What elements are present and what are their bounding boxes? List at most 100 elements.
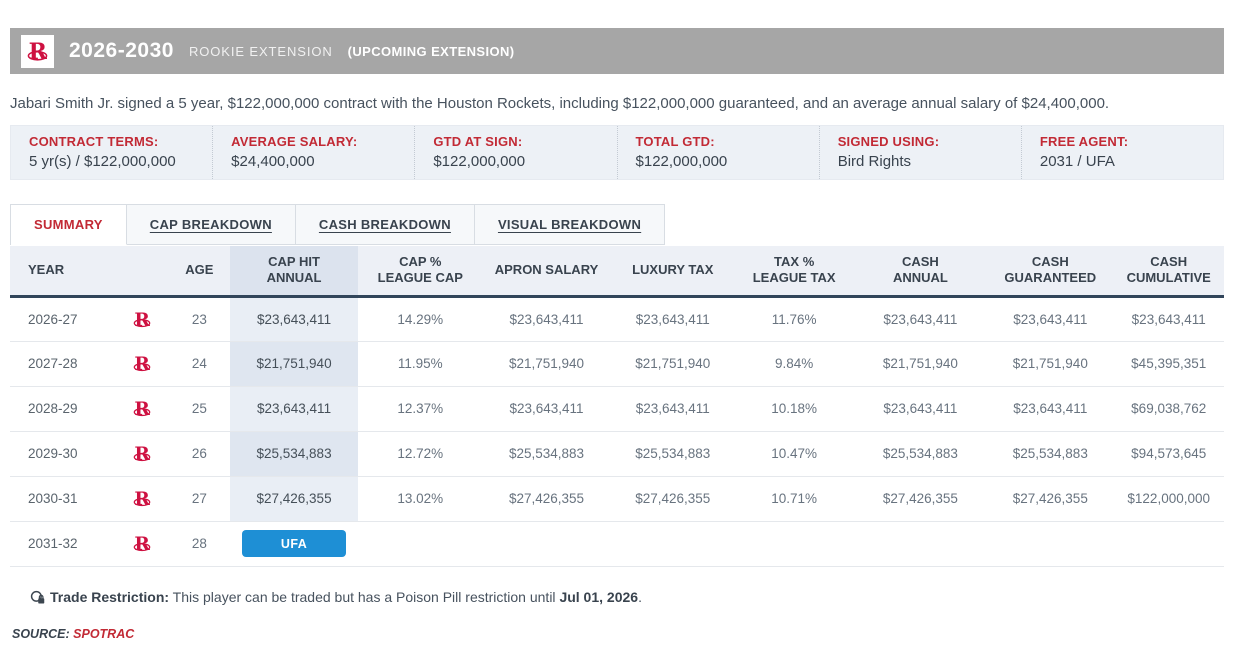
- term-free-agent: FREE AGENT: 2031 / UFA: [1020, 126, 1223, 179]
- luxury-tax-cell: $25,534,883: [610, 431, 735, 477]
- rockets-logo-icon[interactable]: [133, 443, 151, 464]
- luxury-tax-cell: $23,643,411: [610, 296, 735, 342]
- cash-cumulative-cell: $94,573,645: [1113, 431, 1224, 477]
- cap-pct-cell: 13.02%: [358, 476, 483, 522]
- ufa-button[interactable]: UFA: [242, 530, 347, 557]
- table-row: 2027-28 24 $21,751,940 11.95% $21,751,94…: [10, 341, 1224, 387]
- trade-restriction-note: Trade Restriction: This player can be tr…: [30, 589, 1224, 605]
- rockets-logo-icon[interactable]: [133, 533, 151, 554]
- cap-hit-value: $27,426,355: [256, 491, 332, 506]
- apron-salary-cell: $27,426,355: [482, 476, 611, 522]
- cap-hit-value: $23,643,411: [257, 401, 332, 416]
- contract-summary-sentence: Jabari Smith Jr. signed a 5 year, $122,0…: [10, 95, 1110, 112]
- cash-guaranteed-cell: $27,426,355: [987, 476, 1114, 522]
- cash-cumulative-cell: $23,643,411: [1113, 296, 1224, 342]
- age-cell: 25: [169, 386, 230, 432]
- contract-title-bar: 2026-2030 ROOKIE EXTENSION (UPCOMING EXT…: [10, 28, 1224, 74]
- team-cell: [114, 341, 170, 387]
- rockets-logo-icon[interactable]: [133, 309, 151, 330]
- tab-cash-breakdown[interactable]: CASH BREAKDOWN: [295, 205, 475, 245]
- cash-annual-cell: $21,751,940: [853, 341, 988, 387]
- tab-visual-breakdown[interactable]: VISUAL BREAKDOWN: [474, 205, 665, 245]
- age-cell: 26: [169, 431, 230, 477]
- column-header-tax_pct: TAX % LEAGUE TAX: [734, 246, 854, 298]
- breakdown-tabs: SUMMARY CAP BREAKDOWN CASH BREAKDOWN VISUAL…: [10, 204, 666, 245]
- apron-salary-cell: $23,643,411: [482, 386, 611, 432]
- tax-pct-cell: 9.84%: [734, 341, 854, 387]
- column-header-year: YEAR: [10, 246, 115, 298]
- cash-cumulative-cell: [1113, 521, 1224, 567]
- trade-restriction-period: .: [638, 588, 642, 605]
- term-average-salary: AVERAGE SALARY: $24,400,000: [212, 126, 414, 179]
- cap-pct-cell: 14.29%: [358, 296, 483, 342]
- cap-pct-cell: 12.72%: [358, 431, 483, 477]
- team-cell: [114, 521, 170, 567]
- cap-hit-value: $21,751,940: [256, 356, 332, 371]
- source-link[interactable]: SPOTRAC: [73, 626, 135, 641]
- cash-guaranteed-cell: $23,643,411: [987, 296, 1114, 342]
- table-header: YEAR AGE CAP HIT ANNUAL CAP % LEAGUE CAP APR…: [10, 246, 1224, 298]
- cap-hit-value: $25,534,883: [256, 446, 332, 461]
- cash-guaranteed-cell: $23,643,411: [987, 386, 1114, 432]
- year-cell: 2029-30: [10, 431, 115, 477]
- term-value: 2031 / UFA: [1039, 153, 1115, 170]
- column-header-luxury: LUXURY TAX: [610, 246, 735, 298]
- tab-label: CASH BREAKDOWN: [318, 217, 451, 232]
- team-cell: [114, 476, 170, 522]
- apron-salary-cell: $21,751,940: [482, 341, 611, 387]
- rockets-logo-icon[interactable]: [133, 398, 151, 419]
- trade-restriction-text: This player can be traded but has a Pois…: [169, 588, 560, 605]
- team-logo-box: [21, 34, 54, 68]
- cap-hit-cell: $27,426,355: [229, 476, 359, 522]
- table-row: 2030-31 27 $27,426,355 13.02% $27,426,35…: [10, 476, 1224, 522]
- team-cell: [114, 386, 170, 432]
- year-cell: 2027-28: [10, 341, 115, 387]
- rockets-logo-icon[interactable]: [133, 488, 151, 509]
- term-label: FREE AGENT:: [1039, 134, 1129, 149]
- year-cell: 2026-27: [10, 296, 115, 342]
- cash-annual-cell: $27,426,355: [853, 476, 988, 522]
- cap-pct-cell: [358, 521, 483, 567]
- age-cell: 27: [169, 476, 230, 522]
- apron-salary-cell: [482, 521, 611, 567]
- column-header-cap_pct: CAP % LEAGUE CAP: [358, 246, 483, 298]
- tax-pct-cell: 10.47%: [734, 431, 854, 477]
- cap-hit-cell: $25,534,883: [229, 431, 359, 477]
- age-cell: 24: [169, 341, 230, 387]
- luxury-tax-cell: $23,643,411: [610, 386, 735, 432]
- cash-cumulative-cell: $69,038,762: [1113, 386, 1224, 432]
- source-line: SOURCE: SPOTRAC: [12, 627, 1224, 641]
- contract-status-tag: (UPCOMING EXTENSION): [347, 43, 515, 59]
- tab-label: CAP BREAKDOWN: [149, 217, 272, 232]
- cash-cumulative-cell: $122,000,000: [1113, 476, 1224, 522]
- cash-annual-cell: $23,643,411: [853, 386, 988, 432]
- tab-summary[interactable]: SUMMARY: [11, 205, 127, 245]
- contract-page: 2026-2030 ROOKIE EXTENSION (UPCOMING EXT…: [10, 28, 1224, 641]
- term-label: SIGNED USING:: [837, 134, 940, 149]
- cash-annual-cell: [853, 521, 988, 567]
- source-label: SOURCE:: [12, 626, 70, 641]
- term-label: CONTRACT TERMS:: [29, 134, 159, 149]
- term-value: $122,000,000: [635, 153, 728, 170]
- term-label: AVERAGE SALARY:: [231, 134, 358, 149]
- luxury-tax-cell: $27,426,355: [610, 476, 735, 522]
- term-label: TOTAL GTD:: [635, 134, 715, 149]
- year-cell: 2030-31: [10, 476, 115, 522]
- tax-pct-cell: [734, 521, 854, 567]
- tab-label: VISUAL BREAKDOWN: [497, 217, 642, 232]
- rockets-logo-icon[interactable]: [133, 353, 151, 374]
- apron-salary-cell: $23,643,411: [482, 296, 611, 342]
- tax-pct-cell: 10.18%: [734, 386, 854, 432]
- tab-cap-breakdown[interactable]: CAP BREAKDOWN: [126, 205, 296, 245]
- trade-restriction-date: Jul 01, 2026: [559, 588, 639, 605]
- year-cell: 2028-29: [10, 386, 115, 432]
- cap-pct-cell: 11.95%: [358, 341, 483, 387]
- cash-guaranteed-cell: [987, 521, 1114, 567]
- column-header-apron: APRON SALARY: [482, 246, 611, 298]
- column-header-age: AGE: [169, 246, 230, 298]
- contract-summary-table: YEAR AGE CAP HIT ANNUAL CAP % LEAGUE CAP APR…: [10, 246, 1224, 567]
- cap-hit-value: $23,643,411: [257, 311, 332, 327]
- table-row: 2031-32 28 UFA: [10, 521, 1224, 567]
- cap-hit-cell: $21,751,940: [229, 341, 359, 387]
- cash-annual-cell: $23,643,411: [853, 296, 988, 342]
